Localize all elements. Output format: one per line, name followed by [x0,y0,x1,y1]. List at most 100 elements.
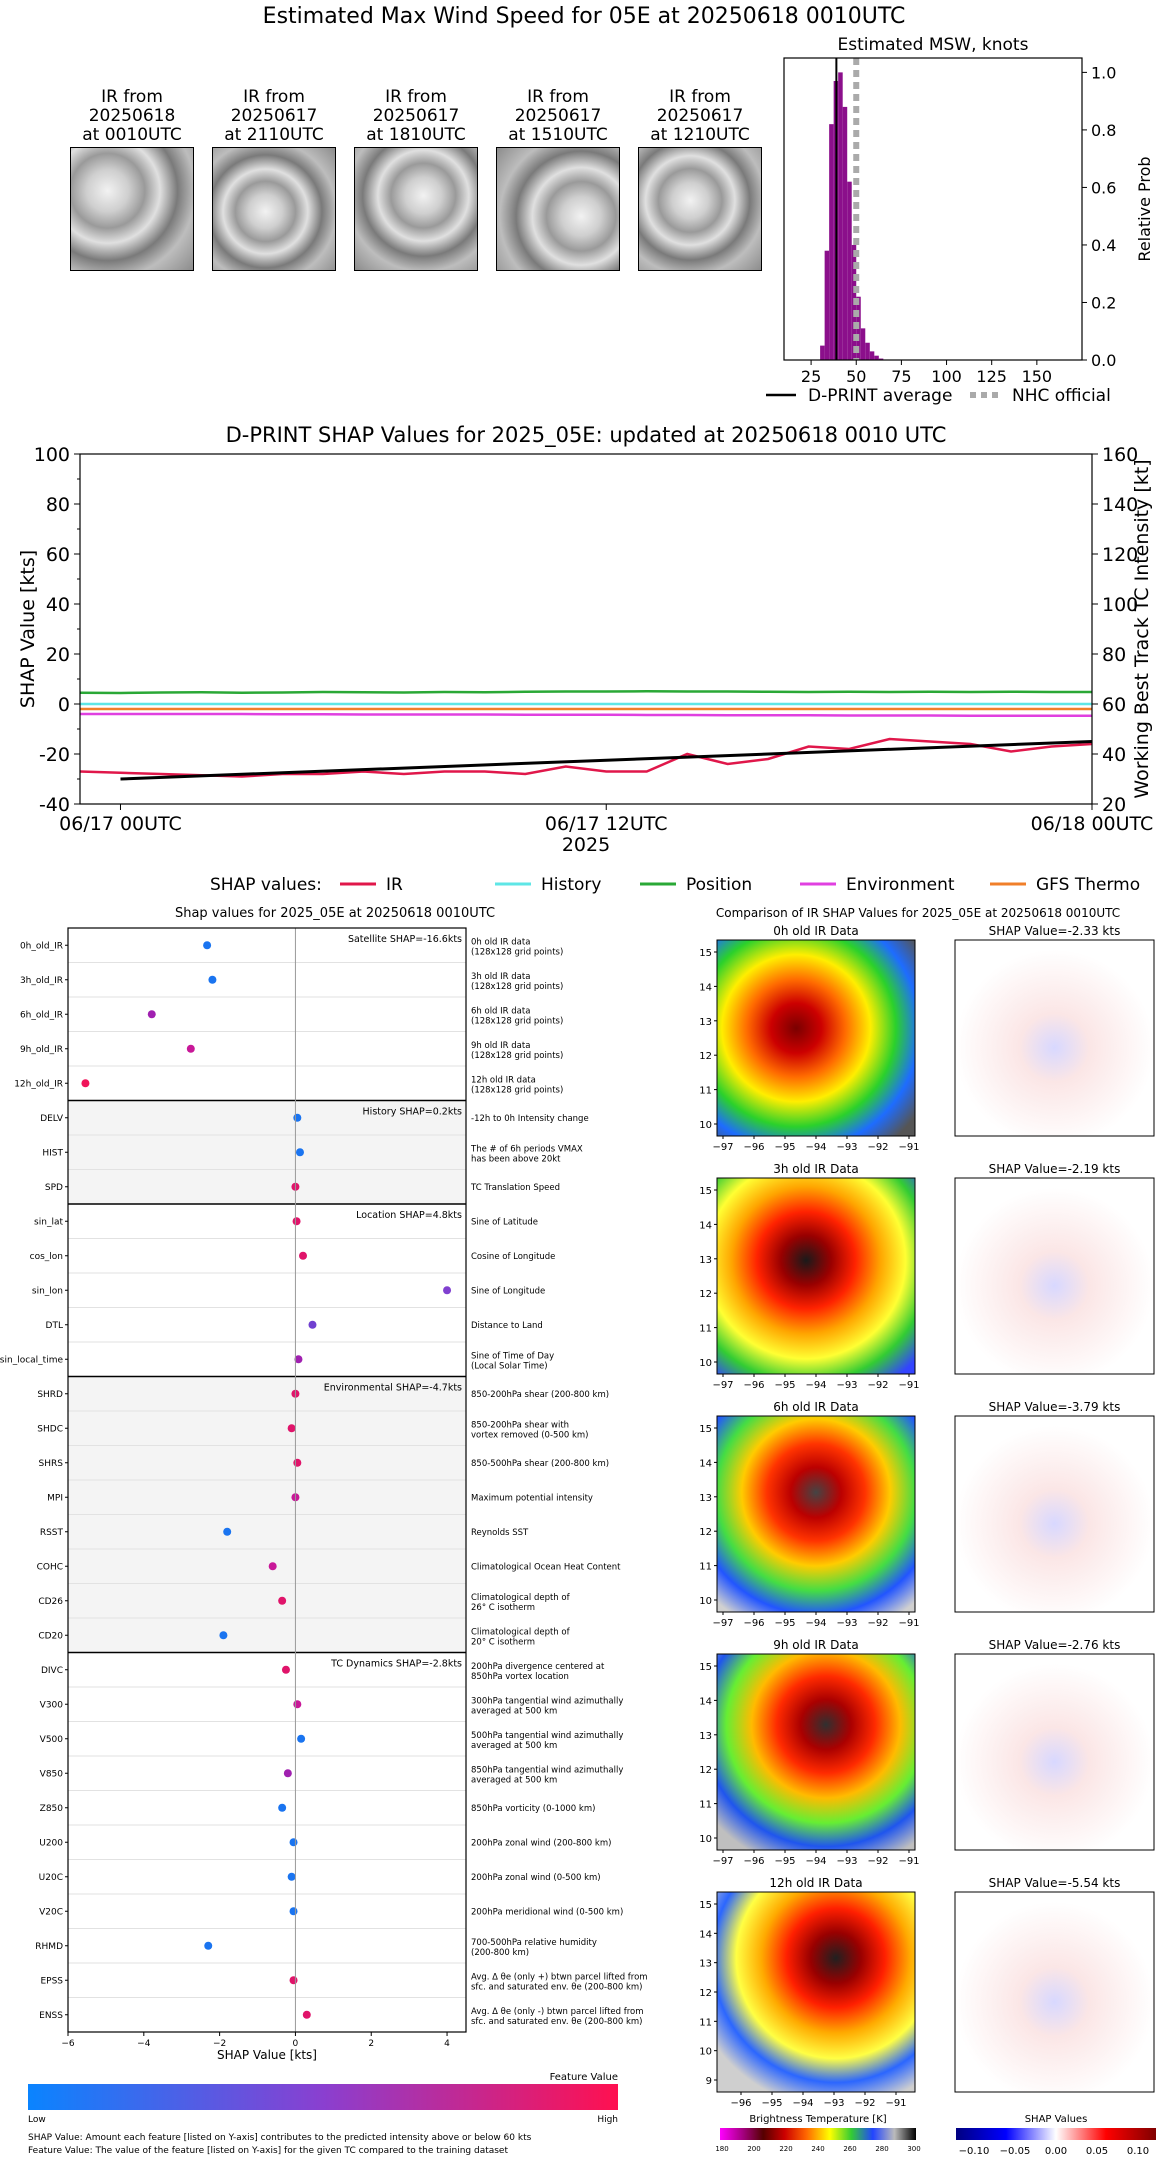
timeseries-y2tick-label: 20 [1102,794,1126,816]
feature-point [208,975,217,984]
feature-name: SHDC [37,1424,63,1434]
feature-name: MPI [47,1493,63,1503]
ir-lat-tick-label: 10 [700,1596,712,1607]
feature-point [278,1596,287,1605]
footnote-line1: SHAP Value: Amount each feature [listed … [28,2133,532,2143]
shap-colorbar-tick: −0.10 [959,2146,990,2157]
feature-name: DTL [46,1321,63,1331]
histogram-bar [829,124,834,361]
ir-panel-title: 6h old IR Data [773,1400,859,1414]
feature-description: Climatological depth of [471,1593,571,1603]
timeseries-ylabel: SHAP Value [kts] [17,550,39,708]
histogram-bar [842,106,848,361]
scatter-xtick-label: 2 [368,2039,374,2049]
histogram-ytick-label: 0.8 [1091,121,1116,140]
feature-name: 3h_old_IR [20,976,63,986]
ir-lat-tick-label: 14 [700,1458,712,1469]
feature-point [308,1320,317,1329]
feature-description: vortex removed (0-500 km) [471,1430,588,1440]
feature-description: 850hPa tangential wind azimuthally [471,1765,623,1775]
ir-thumbnail-label-line: IR from [101,87,163,107]
feature-description: averaged at 500 km [471,1741,557,1751]
ir-lat-tick-label: 11 [700,1562,712,1573]
feature-description: 200hPa divergence centered at [471,1662,605,1672]
legend-series-label: GFS Thermo [1036,875,1140,895]
histogram-xtick-label: 25 [801,367,821,386]
feature-description: Sine of Longitude [471,1286,545,1296]
histogram-bar [860,328,866,360]
timeseries-ytick-label: -20 [39,744,70,766]
shap-panel-image [954,939,1155,1137]
feature-point [268,1562,277,1571]
ir-lon-tick-label: −92 [854,2098,875,2109]
feature-description: 200hPa zonal wind (0-500 km) [471,1873,601,1883]
feature-point [287,1872,296,1881]
feature-description: Climatological Ocean Heat Content [471,1562,621,1572]
feature-point [283,1769,292,1778]
ir-lon-tick-label: −94 [805,1380,826,1391]
legend-prefix: SHAP values: [210,875,322,895]
feature-description: 0h old IR data [471,937,530,947]
feature-name: V20C [39,1907,63,1917]
ir-lon-tick-label: −94 [805,1856,826,1867]
feature-point [293,1700,302,1709]
timeseries-y2tick-label: 120 [1102,544,1138,566]
ir-lon-tick-label: −92 [867,1856,888,1867]
histogram-ylabel: Relative Prob [1135,156,1154,261]
timeseries-y2label: Working Best Track TC Intensity [kt] [1131,459,1153,798]
feature-name: DIVC [41,1666,63,1676]
ir-panel-image [716,1177,916,1375]
feature-point [219,1631,228,1640]
feature-description: 200hPa meridional wind (0-500 km) [471,1907,623,1917]
ir-lon-tick-label: −93 [836,1618,857,1629]
ir-lat-tick-label: 15 [700,1424,712,1435]
shap-colorbar-tick: 0.05 [1086,2146,1108,2157]
scatter-xlabel: SHAP Value [kts] [217,2048,317,2062]
feature-description: 12h old IR data [471,1075,536,1085]
shap-colorbar-tick: 0.00 [1045,2146,1067,2157]
bt-colorbar-tick: 220 [779,2145,792,2153]
timeseries-y2tick-label: 40 [1102,744,1126,766]
feature-point [278,1803,287,1812]
timeseries-title: D-PRINT SHAP Values for 2025_05E: update… [226,423,947,448]
group-header: Environmental SHAP=-4.7kts [324,1383,462,1394]
ir-lat-tick-label: 14 [700,982,712,993]
feature-description: 850-200hPa shear with [471,1420,569,1430]
histogram-frame [783,57,1083,361]
scatter-frame [67,927,467,2033]
series-line [79,737,1093,778]
ir-lat-tick-label: 13 [700,1493,712,1504]
scatter-xtick-label: −2 [213,2039,226,2049]
ir-lon-tick-label: −93 [836,1856,857,1867]
legend-nhc-label: NHC official [1012,386,1111,406]
ir-thumbnail-label-line: IR from [527,87,589,107]
ir-thumbnail-label: IR from 20250617 at 1210UTC [635,88,765,145]
feature-description: Sine of Time of Day [471,1351,554,1361]
legend-series-label: Environment [846,875,955,895]
ir-thumbnail-label-line: at 1510UTC [508,125,608,145]
feature-name: Z850 [40,1804,64,1814]
histogram-ytick-label: 0.2 [1091,293,1116,312]
tc-intensity-line [120,740,1093,781]
scatter-xtick-label: −4 [137,2039,151,2049]
ir-lon-tick-label: −95 [774,1618,795,1629]
shap-panel-title: SHAP Value=-5.54 kts [989,1876,1121,1890]
feature-point [289,1838,298,1847]
bt-colorbar-title: Brightness Temperature [K] [749,2114,886,2125]
shap-panel-image [954,1891,1155,2093]
feature-name: RSST [40,1528,64,1538]
timeseries-ytick-label: 40 [46,594,70,616]
feature-colorbar-title: Feature Value [550,2072,618,2083]
shap-panel-image [954,1177,1155,1375]
histogram-bar [869,351,875,360]
feature-name: 6h_old_IR [20,1010,63,1020]
ir-lat-tick-label: 11 [700,1086,712,1097]
ir-thumbnail-label-line: IR from [243,87,305,107]
feature-description: 850hPa vortex location [471,1672,569,1682]
bt-colorbar [720,2128,916,2140]
bt-colorbar-tick: 180 [715,2145,728,2153]
feature-name: sin_local_time [0,1355,63,1365]
feature-description: Distance to Land [471,1321,543,1331]
group-header: Location SHAP=4.8kts [356,1210,462,1221]
ir-lon-tick-label: −96 [743,1856,764,1867]
